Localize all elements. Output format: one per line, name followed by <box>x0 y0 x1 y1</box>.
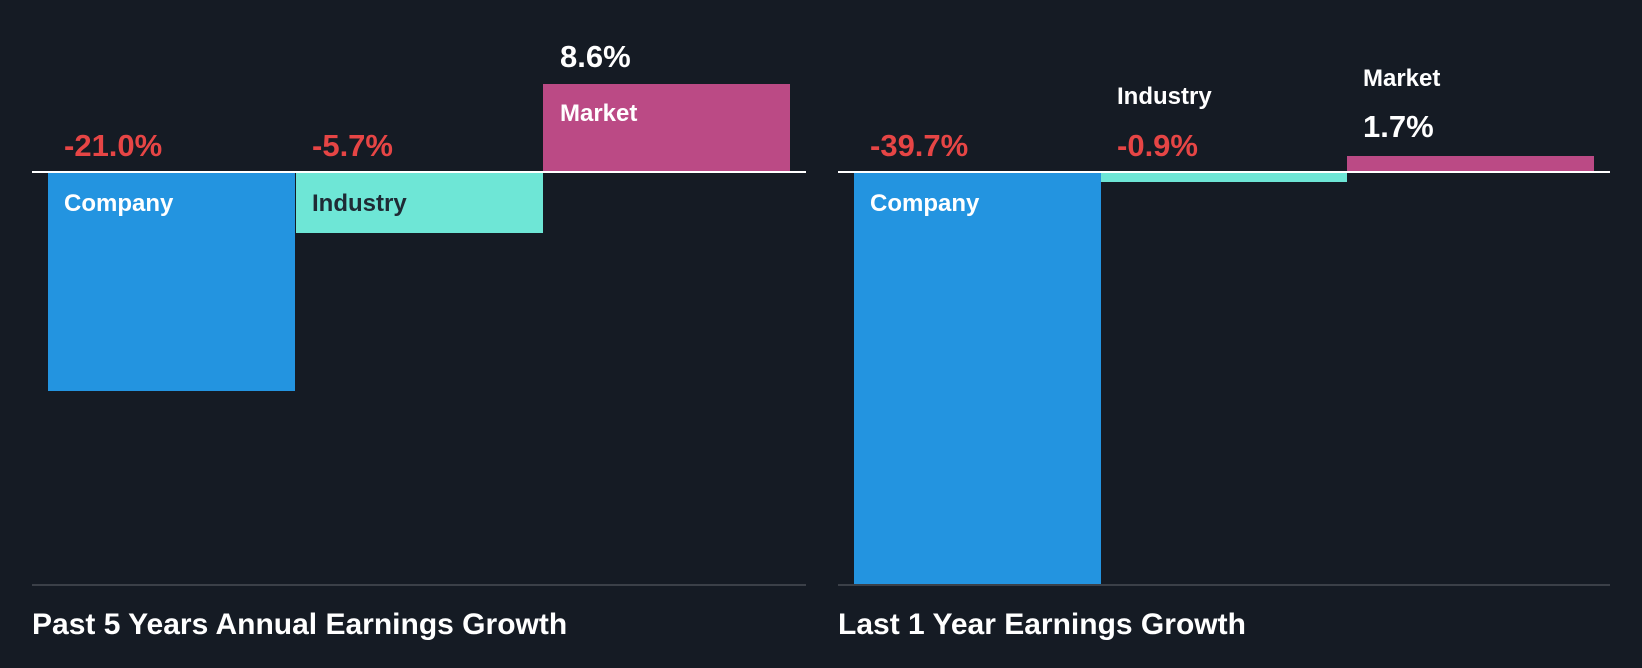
chart-title: Last 1 Year Earnings Growth <box>838 608 1246 641</box>
zero-baseline <box>838 171 1610 173</box>
value-market: 1.7% <box>1363 109 1434 144</box>
bar-market <box>1347 156 1594 171</box>
chart-title: Past 5 Years Annual Earnings Growth <box>32 608 568 641</box>
bar-market <box>543 84 790 171</box>
value-company: -21.0% <box>64 128 163 163</box>
bar-company <box>854 173 1101 584</box>
bar-industry <box>1101 173 1347 182</box>
bar-label-industry: Industry <box>1117 83 1212 110</box>
value-company: -39.7% <box>870 128 969 163</box>
value-industry: -0.9% <box>1117 128 1198 163</box>
bar-company <box>48 173 295 391</box>
bar-label-company: Company <box>870 190 980 217</box>
zero-baseline <box>32 171 806 173</box>
bar-label-market: Market <box>1363 65 1441 92</box>
bar-label-industry: Industry <box>312 190 407 217</box>
value-industry: -5.7% <box>312 128 393 163</box>
bar-label-company: Company <box>64 190 174 217</box>
bottom-axis <box>838 584 1610 586</box>
bar-industry <box>296 173 543 233</box>
value-market: 8.6% <box>560 39 631 74</box>
bar-label-market: Market <box>560 100 638 127</box>
bottom-axis <box>32 584 806 586</box>
